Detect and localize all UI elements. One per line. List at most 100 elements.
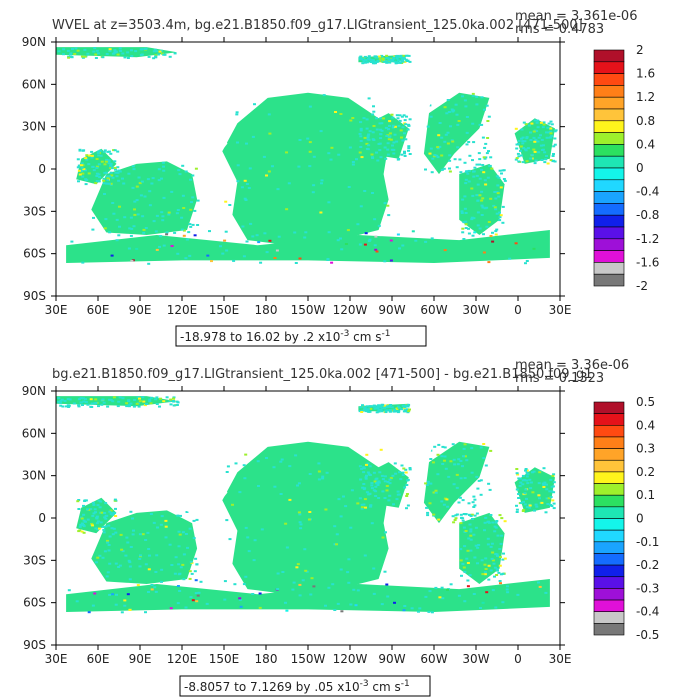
field-cell <box>440 586 444 589</box>
field-cell <box>114 50 118 53</box>
field-cell <box>385 583 389 586</box>
x-tick-label: 60W <box>420 303 447 317</box>
field-cell <box>76 500 80 503</box>
field-cell <box>466 172 470 175</box>
field-cell <box>285 609 289 612</box>
field-cell <box>351 161 355 163</box>
colorbar-cell <box>593 413 625 426</box>
field-cell <box>385 409 389 412</box>
field-cell <box>493 566 497 569</box>
field-cell <box>471 92 475 95</box>
field-cell <box>401 244 405 247</box>
field-cell <box>539 134 542 137</box>
field-cell <box>125 405 129 408</box>
field-cell <box>303 548 307 551</box>
field-cell <box>160 515 164 518</box>
field-cell <box>549 120 553 123</box>
field-cell <box>178 590 182 592</box>
field-cell <box>370 405 374 408</box>
field-cell <box>457 458 461 461</box>
field-cell <box>81 149 85 152</box>
field-cell <box>359 127 363 130</box>
field-cell <box>472 593 476 595</box>
field-cell <box>483 521 487 524</box>
field-cell <box>472 175 476 178</box>
field-cell <box>374 490 378 493</box>
field-cell <box>486 520 490 523</box>
field-cell <box>524 468 528 470</box>
field-cell <box>297 482 301 485</box>
field-cell <box>68 398 72 401</box>
field-cell <box>114 507 117 510</box>
field-cell <box>431 461 435 464</box>
field-cell <box>90 154 94 157</box>
field-cell <box>529 157 533 160</box>
field-cell <box>155 396 159 399</box>
field-cell <box>497 176 501 179</box>
field-cell <box>405 495 409 497</box>
field-cell <box>546 503 550 505</box>
field-cell <box>551 474 555 477</box>
field-cell <box>388 409 392 411</box>
field-cell <box>336 239 340 242</box>
field-cell <box>373 244 377 247</box>
field-cell <box>110 254 114 257</box>
field-cell <box>125 402 129 405</box>
field-cell <box>478 163 482 166</box>
field-cell <box>144 539 148 541</box>
field-cell <box>398 114 402 117</box>
field-cell <box>104 218 108 221</box>
field-cell <box>400 136 403 139</box>
panel-1: 30E 60E 90E 120E 150E 180 150W 120W 90W 60W 30W 0 30… <box>22 9 659 347</box>
field-cell <box>273 485 277 488</box>
field-cell <box>363 190 367 192</box>
field-cell <box>520 154 523 157</box>
field-cell <box>464 220 468 223</box>
ocean-basin <box>423 441 490 524</box>
colorbar-label: 1.2 <box>636 90 655 104</box>
field-cell <box>384 60 388 63</box>
field-cell <box>241 225 245 228</box>
field-cell <box>177 545 181 548</box>
field-cell <box>361 62 365 65</box>
field-cell <box>153 48 157 51</box>
field-cell <box>453 519 457 521</box>
field-cell <box>358 497 362 500</box>
stat-rms: rms = 0.1323 <box>515 371 604 386</box>
field-cell <box>436 453 440 456</box>
field-cell <box>407 54 411 57</box>
field-cell <box>378 55 382 58</box>
field-cell <box>449 583 453 586</box>
field-cell <box>170 190 174 193</box>
field-cell <box>388 120 392 123</box>
field-cell <box>444 467 448 470</box>
field-cell <box>463 443 467 446</box>
field-cell <box>117 234 121 237</box>
field-cell <box>177 563 181 566</box>
field-cell <box>287 182 291 185</box>
field-cell <box>493 530 497 533</box>
field-cell <box>267 170 271 173</box>
colorbar-cell <box>593 238 625 251</box>
field-cell <box>102 177 106 180</box>
field-cell <box>248 167 252 170</box>
field-cell <box>494 521 498 524</box>
field-cell <box>525 160 529 163</box>
field-cell <box>83 48 87 51</box>
field-cell <box>441 597 445 600</box>
field-cell <box>549 132 553 135</box>
field-cell <box>358 151 362 154</box>
stat-mean: mean = 3.361e-06 <box>515 9 637 24</box>
field-cell <box>461 227 465 230</box>
field-cell <box>360 503 364 506</box>
field-cell <box>533 162 537 165</box>
field-cell <box>363 498 367 501</box>
x-tick-label: 180 <box>255 303 278 317</box>
colorbar-cell <box>593 96 625 110</box>
field-cell <box>349 119 353 122</box>
x-tick-label: 180 <box>255 652 278 666</box>
field-cell <box>516 473 520 476</box>
field-cell <box>277 235 281 238</box>
field-cell <box>333 609 337 611</box>
field-cell <box>543 481 547 484</box>
